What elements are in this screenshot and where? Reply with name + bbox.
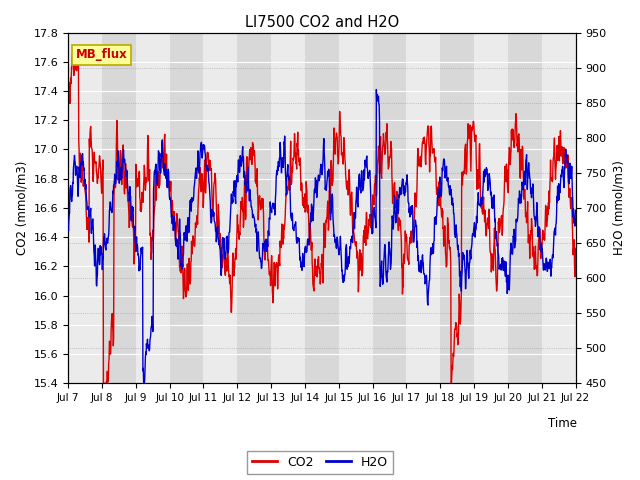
CO2 <box>64 95 72 100</box>
H2O <box>512 217 520 223</box>
Y-axis label: H2O (mmol/m3): H2O (mmol/m3) <box>612 160 625 255</box>
Line: H2O: H2O <box>68 89 575 384</box>
CO2 <box>74 43 82 49</box>
H2O <box>141 381 148 386</box>
Title: LI7500 CO2 and H2O: LI7500 CO2 and H2O <box>244 15 399 30</box>
Bar <box>508 33 542 384</box>
Legend: CO2, H2O: CO2, H2O <box>247 451 393 474</box>
H2O <box>572 207 579 213</box>
Bar <box>170 33 204 384</box>
Bar <box>372 33 406 384</box>
Y-axis label: CO2 (mmol/m3): CO2 (mmol/m3) <box>15 161 28 255</box>
Text: MB_flux: MB_flux <box>76 48 127 61</box>
Bar <box>440 33 474 384</box>
CO2 <box>100 381 108 386</box>
Line: CO2: CO2 <box>68 46 575 384</box>
CO2 <box>512 111 520 117</box>
CO2 <box>178 256 186 262</box>
H2O <box>165 186 173 192</box>
CO2 <box>235 230 243 236</box>
Bar <box>237 33 271 384</box>
Bar <box>102 33 136 384</box>
H2O <box>372 86 380 92</box>
H2O <box>64 223 72 229</box>
Bar <box>575 33 609 384</box>
H2O <box>234 164 242 169</box>
X-axis label: Time: Time <box>548 417 577 430</box>
H2O <box>177 261 185 266</box>
CO2 <box>572 245 579 251</box>
H2O <box>401 187 409 192</box>
CO2 <box>401 250 409 255</box>
Bar <box>305 33 339 384</box>
H2O <box>467 246 475 252</box>
CO2 <box>467 151 475 157</box>
CO2 <box>166 179 173 185</box>
